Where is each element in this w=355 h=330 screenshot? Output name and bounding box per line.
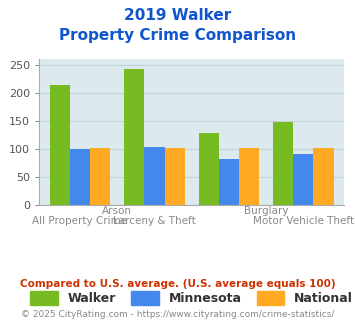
Text: 2019 Walker: 2019 Walker [124, 8, 231, 23]
Text: Motor Vehicle Theft: Motor Vehicle Theft [253, 216, 354, 226]
Bar [199, 133, 219, 205]
Text: © 2025 CityRating.com - https://www.cityrating.com/crime-statistics/: © 2025 CityRating.com - https://www.city… [21, 310, 334, 319]
Bar [90, 148, 110, 205]
Bar [70, 149, 90, 205]
Text: Compared to U.S. average. (U.S. average equals 100): Compared to U.S. average. (U.S. average … [20, 279, 335, 289]
Bar [239, 148, 259, 205]
Bar [293, 154, 313, 205]
Text: Larceny & Theft: Larceny & Theft [113, 216, 196, 226]
Bar [273, 122, 293, 205]
Text: Burglary: Burglary [244, 206, 288, 216]
Bar [124, 69, 144, 205]
Legend: Walker, Minnesota, National: Walker, Minnesota, National [25, 286, 355, 310]
Bar [219, 159, 239, 205]
Bar [50, 84, 70, 205]
Bar [313, 148, 334, 205]
Text: Arson: Arson [102, 206, 132, 216]
Bar [164, 148, 185, 205]
Bar [144, 147, 164, 205]
Text: Property Crime Comparison: Property Crime Comparison [59, 28, 296, 43]
Text: All Property Crime: All Property Crime [32, 216, 127, 226]
